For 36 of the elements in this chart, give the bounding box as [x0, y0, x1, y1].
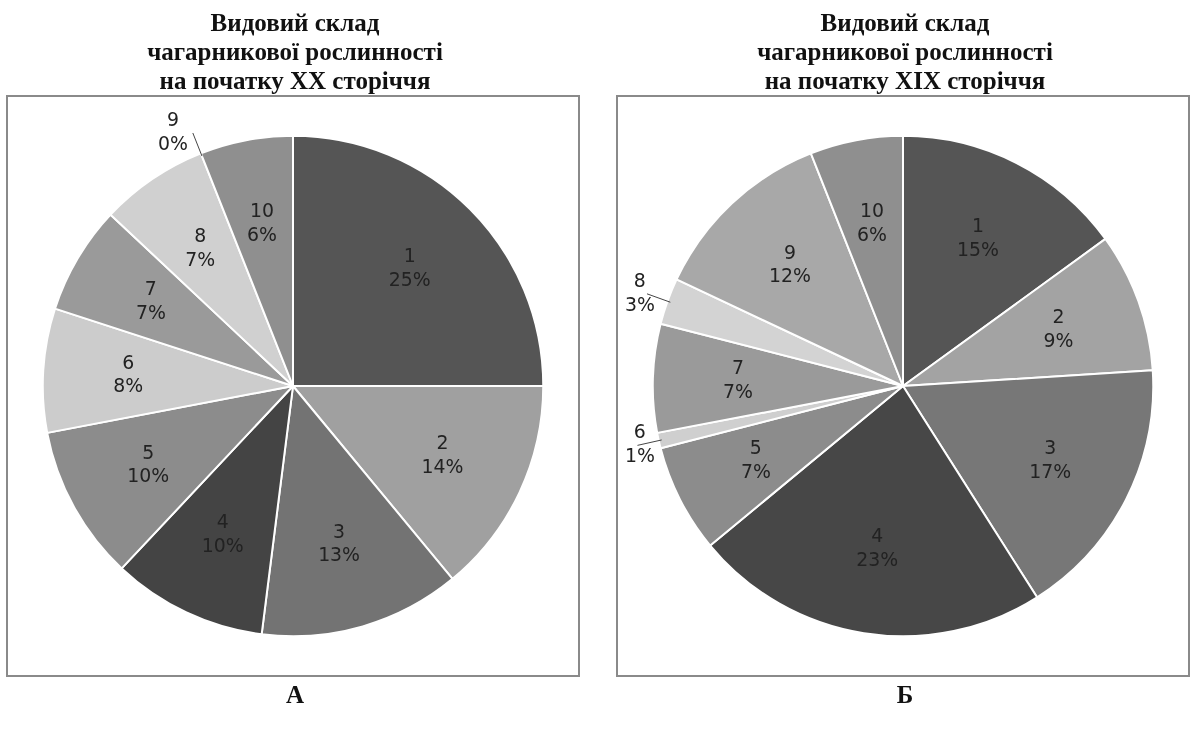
data-label: 12% — [768, 264, 811, 287]
slice-label: 8 — [194, 224, 207, 247]
slice-label: 10 — [860, 198, 885, 221]
slice-label: 9 — [783, 240, 796, 263]
slice-label: 5 — [749, 435, 762, 458]
text: А — [284, 681, 306, 709]
slice-label: 7 — [731, 355, 744, 378]
slice-label: 10 — [250, 198, 275, 221]
data-label: 17% — [1029, 459, 1072, 482]
data-label: 8% — [113, 374, 144, 397]
slice-label: 8 — [633, 268, 646, 291]
data-label: 10% — [127, 464, 170, 487]
data-label: 13% — [318, 543, 361, 566]
slice-label: 7 — [144, 276, 157, 299]
slice-label: 6 — [122, 350, 135, 373]
slice-label: 3 — [333, 519, 346, 542]
slice-label: 6 — [633, 420, 646, 443]
data-label: 7% — [135, 300, 166, 323]
text: Б — [895, 681, 915, 709]
data-label: 1% — [624, 444, 655, 467]
data-label: 7% — [185, 248, 216, 271]
data-label: 9% — [1043, 328, 1074, 351]
chart-title: Видовий склад чагарникової рослинності на початку XX сторіччя — [146, 8, 444, 95]
data-label: 6% — [857, 222, 888, 245]
slice-label: 2 — [1052, 305, 1065, 328]
slice-label: 5 — [142, 440, 155, 463]
data-label: 6% — [247, 222, 278, 245]
data-label: 3% — [624, 292, 655, 315]
slice-label: 2 — [436, 431, 449, 454]
data-label: 7% — [740, 459, 771, 482]
category-label: 9 — [166, 107, 179, 130]
slice-label: 3 — [1044, 435, 1057, 458]
data-label: 14% — [421, 455, 464, 478]
chart-title: Видовий склад чагарникової рослинності на початку XIX сторіччя — [756, 8, 1054, 95]
data-label: 7% — [722, 379, 753, 402]
text: 0% — [158, 131, 188, 154]
